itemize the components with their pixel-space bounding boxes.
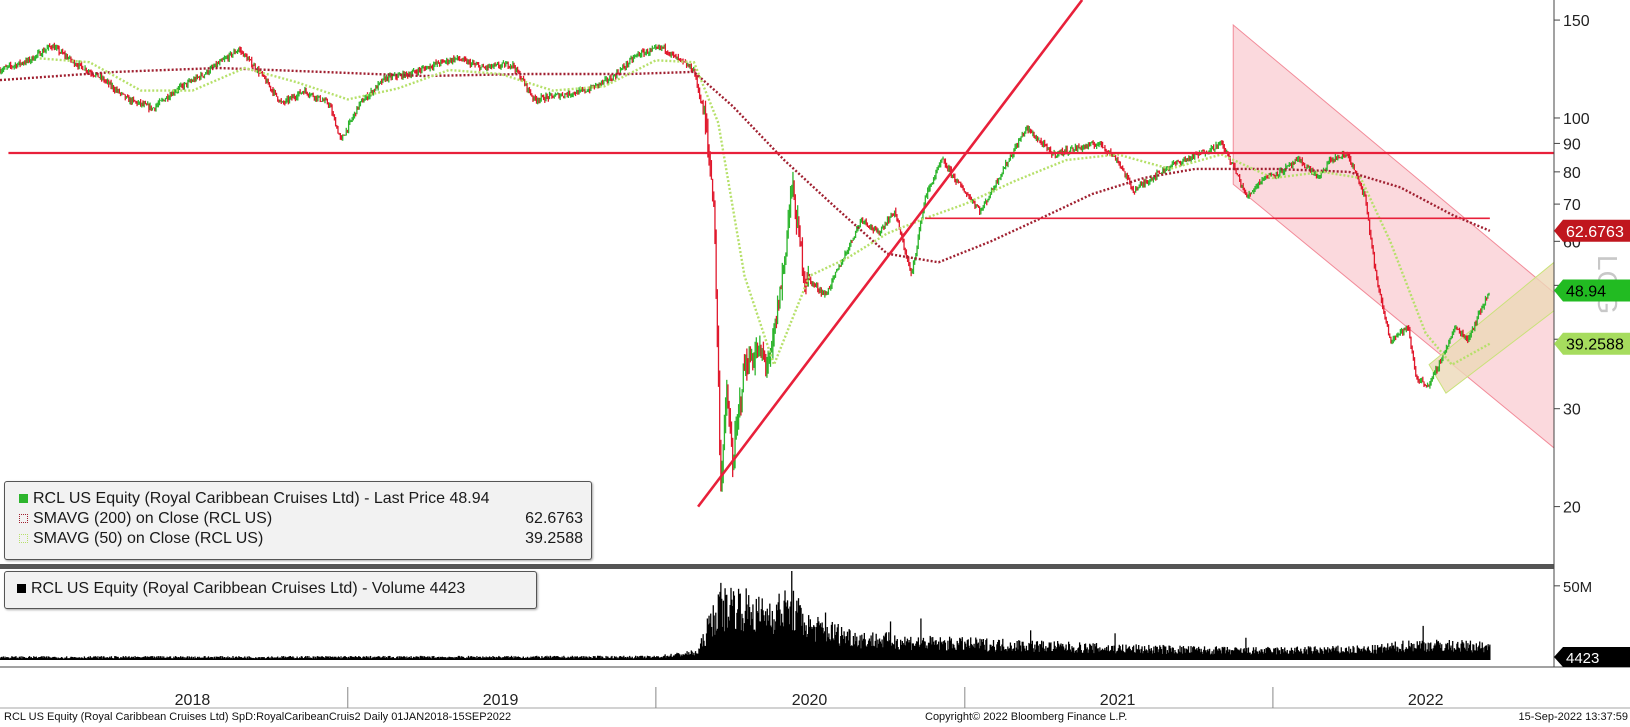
volume-panel bbox=[0, 571, 1491, 660]
axis-layer: 2030405060708090100150LOG62.676348.9439.… bbox=[0, 0, 1630, 709]
footer-copyright: Copyright© 2022 Bloomberg Finance L.P. bbox=[925, 711, 1128, 723]
price-axis-label: 80 bbox=[1563, 165, 1581, 182]
legend-smavg-50-label: SMAVG (50) on Close (RCL US) bbox=[33, 530, 264, 547]
right-value-tag-bg bbox=[1554, 219, 1630, 242]
panel-divider bbox=[0, 564, 1554, 569]
legend-smavg-50-value: 39.2588 bbox=[525, 530, 583, 547]
right-value-tag: 62.6763 bbox=[1554, 219, 1630, 242]
last-price-swatch bbox=[19, 494, 28, 503]
legend-row-volume: RCL US Equity (Royal Caribbean Cruises L… bbox=[5, 579, 536, 599]
legend-row-smavg-200: SMAVG (200) on Close (RCL US) 62.6763 bbox=[5, 509, 591, 529]
price-candles bbox=[0, 42, 1490, 492]
smavg-200-line bbox=[0, 66, 1491, 264]
volume-last-tag-text: 4423 bbox=[1566, 650, 1599, 667]
smavg-200-swatch bbox=[19, 514, 28, 523]
price-axis-label: 20 bbox=[1563, 500, 1581, 517]
price-axis-label: 100 bbox=[1563, 111, 1590, 128]
right-value-tag: 48.94 bbox=[1554, 279, 1630, 302]
uptrend-line bbox=[697, 0, 1084, 508]
volume-legend: RCL US Equity (Royal Caribbean Cruises L… bbox=[4, 571, 537, 609]
price-axis-label: 150 bbox=[1563, 13, 1590, 30]
year-label: 2021 bbox=[1100, 692, 1136, 709]
legend-smavg-200-label: SMAVG (200) on Close (RCL US) bbox=[33, 510, 273, 527]
year-label: 2019 bbox=[483, 692, 519, 709]
smavg-50-swatch bbox=[19, 534, 28, 543]
price-legend: RCL US Equity (Royal Caribbean Cruises L… bbox=[4, 481, 592, 560]
price-axis-label: 90 bbox=[1563, 136, 1581, 153]
smavg-50-line bbox=[39, 57, 1491, 369]
right-value-tag-bg bbox=[1554, 279, 1630, 302]
legend-row-last-price: RCL US Equity (Royal Caribbean Cruises L… bbox=[5, 489, 591, 509]
year-label: 2018 bbox=[175, 692, 211, 709]
price-axis-label: 70 bbox=[1563, 197, 1581, 214]
price-panel bbox=[0, 0, 1555, 508]
footer-security-info: RCL US Equity (Royal Caribbean Cruises L… bbox=[4, 711, 512, 723]
volume-swatch bbox=[17, 584, 26, 593]
legend-row-smavg-50: SMAVG (50) on Close (RCL US) 39.2588 bbox=[5, 529, 591, 549]
legend-volume-label: RCL US Equity (Royal Caribbean Cruises L… bbox=[31, 580, 466, 597]
right-value-tag-text: 62.6763 bbox=[1566, 224, 1624, 241]
price-axis-label: 30 bbox=[1563, 402, 1581, 419]
right-value-tag-bg bbox=[1554, 332, 1630, 355]
year-label: 2020 bbox=[792, 692, 828, 709]
down-channel-band bbox=[1232, 23, 1555, 449]
legend-last-price-label: RCL US Equity (Royal Caribbean Cruises L… bbox=[33, 490, 490, 507]
volume-axis-label: 50M bbox=[1563, 579, 1592, 596]
right-value-tag-text: 39.2588 bbox=[1566, 337, 1624, 354]
volume-bars bbox=[0, 571, 1491, 660]
legend-smavg-200-value: 62.6763 bbox=[525, 510, 583, 527]
footer-timestamp: 15-Sep-2022 13:37:59 bbox=[1518, 711, 1628, 723]
right-value-tag: 39.2588 bbox=[1554, 332, 1630, 355]
volume-last-tag-bg bbox=[1554, 647, 1630, 667]
year-label: 2022 bbox=[1408, 692, 1444, 709]
right-value-tag-text: 48.94 bbox=[1566, 284, 1606, 301]
